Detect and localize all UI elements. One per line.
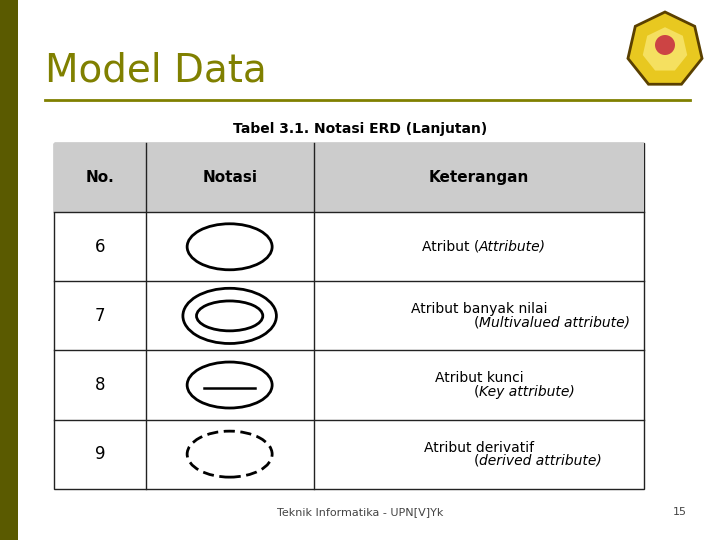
Text: Key attribute): Key attribute) — [479, 384, 575, 399]
Bar — [0, 0, 18, 540]
Text: (: ( — [474, 454, 479, 468]
Ellipse shape — [197, 301, 263, 331]
Ellipse shape — [187, 362, 272, 408]
Text: 6: 6 — [94, 238, 105, 256]
Polygon shape — [643, 27, 687, 71]
Ellipse shape — [187, 431, 272, 477]
Text: (: ( — [474, 384, 479, 399]
Text: Attribute): Attribute) — [479, 240, 546, 254]
Text: Keterangan: Keterangan — [429, 170, 529, 185]
Circle shape — [655, 35, 675, 55]
Bar — [54, 143, 644, 489]
Text: (: ( — [474, 315, 479, 329]
Text: Notasi: Notasi — [202, 170, 257, 185]
Text: No.: No. — [86, 170, 114, 185]
Text: Multivalued attribute): Multivalued attribute) — [479, 315, 630, 329]
Bar — [54, 143, 644, 212]
Text: Model Data: Model Data — [45, 51, 266, 89]
Text: 15: 15 — [673, 507, 687, 517]
Text: Atribut (: Atribut ( — [422, 240, 479, 254]
Ellipse shape — [183, 288, 276, 343]
Text: Teknik Informatika - UPN[V]Yk: Teknik Informatika - UPN[V]Yk — [276, 507, 444, 517]
Ellipse shape — [187, 224, 272, 270]
Text: derived attribute): derived attribute) — [479, 454, 602, 468]
Text: 9: 9 — [94, 445, 105, 463]
Text: 8: 8 — [94, 376, 105, 394]
Text: Atribut banyak nilai: Atribut banyak nilai — [411, 302, 547, 316]
Text: Tabel 3.1. Notasi ERD (Lanjutan): Tabel 3.1. Notasi ERD (Lanjutan) — [233, 122, 487, 136]
Polygon shape — [628, 12, 702, 84]
Text: 7: 7 — [94, 307, 105, 325]
Text: Atribut derivatif: Atribut derivatif — [424, 441, 534, 455]
Text: Atribut kunci: Atribut kunci — [435, 372, 523, 386]
